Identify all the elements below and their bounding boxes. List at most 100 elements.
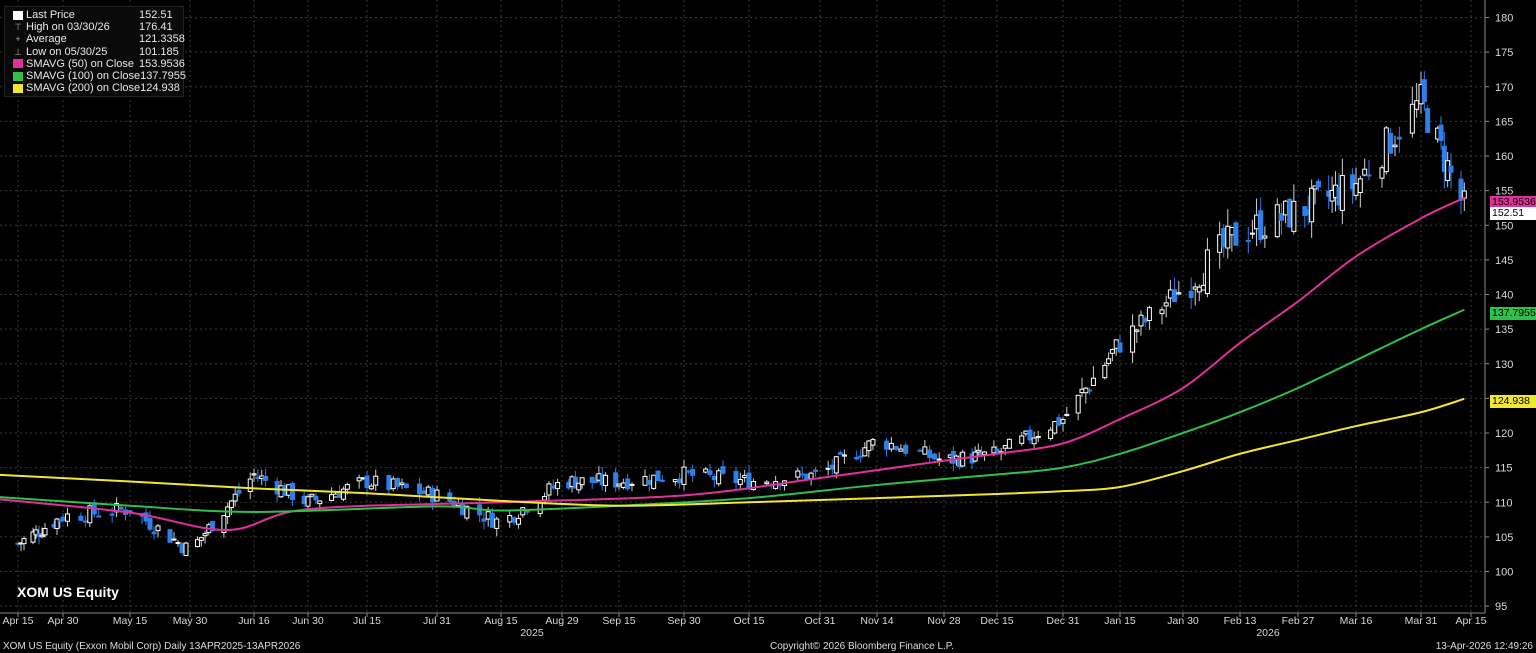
candle-up bbox=[1146, 307, 1152, 321]
candle-down bbox=[677, 478, 683, 484]
candle-up bbox=[464, 505, 470, 519]
legend-value: 137.7955 bbox=[140, 69, 187, 82]
candle-down bbox=[994, 448, 1000, 453]
candle-up bbox=[183, 542, 189, 556]
x-tick-label: Jan 30 bbox=[1167, 615, 1199, 627]
candle-down bbox=[711, 476, 717, 481]
x-tick-label: May 30 bbox=[173, 615, 208, 627]
x-tick-label: Apr 30 bbox=[48, 615, 79, 627]
candle-down bbox=[143, 512, 149, 522]
candle-up bbox=[485, 511, 491, 520]
candle-down bbox=[1366, 174, 1372, 177]
x-tick-label: May 15 bbox=[113, 615, 148, 627]
candle-up bbox=[866, 440, 872, 452]
legend-swatch bbox=[13, 10, 23, 20]
candle-up bbox=[305, 496, 311, 507]
candle-up bbox=[870, 439, 876, 446]
legend-swatch bbox=[13, 71, 23, 81]
candle-down bbox=[572, 476, 578, 489]
candle-up bbox=[795, 470, 801, 478]
candle-up bbox=[1176, 292, 1182, 295]
y-tick-label: 105 bbox=[1495, 532, 1513, 544]
candle-down bbox=[1350, 174, 1356, 190]
x-tick-label: Feb 13 bbox=[1224, 615, 1257, 627]
candle-up bbox=[737, 479, 743, 485]
candle-up bbox=[1002, 445, 1008, 449]
candle-up bbox=[390, 478, 396, 490]
candle-down bbox=[1278, 213, 1284, 221]
candle-down bbox=[386, 475, 392, 491]
candle-up bbox=[1392, 144, 1398, 148]
candle-up bbox=[309, 493, 315, 497]
x-tick-label: Jun 16 bbox=[238, 615, 270, 627]
candle-up bbox=[340, 488, 346, 500]
x-tick-label: Jul 31 bbox=[423, 615, 451, 627]
candle-up bbox=[546, 483, 552, 496]
candle-down bbox=[720, 466, 726, 474]
candle-up bbox=[1138, 314, 1144, 327]
candle-down bbox=[893, 446, 899, 450]
candle-up bbox=[39, 534, 45, 538]
candle-up bbox=[1200, 284, 1206, 291]
legend-item: ⊤ High on 03/30/26 176.41 bbox=[5, 21, 183, 33]
last-price-tag: 152.51 bbox=[1490, 207, 1536, 220]
chart-legend: Last Price 152.51 ⊤ High on 03/30/26 176.41 +… bbox=[4, 6, 187, 98]
candlesticks bbox=[15, 71, 1467, 556]
candle-up bbox=[537, 502, 543, 515]
candle-down bbox=[179, 543, 185, 553]
candle-down bbox=[659, 479, 665, 482]
candle-up bbox=[251, 473, 257, 476]
legend-item: SMAVG (50) on Close 153.9536 bbox=[5, 57, 185, 70]
candle-down bbox=[147, 518, 153, 530]
footer-timestamp: 13-Apr-2026 12:49:26 bbox=[1435, 641, 1533, 652]
candle-down bbox=[1448, 165, 1454, 173]
candle-down bbox=[854, 456, 860, 460]
candle-up bbox=[1383, 127, 1389, 173]
candle-down bbox=[1388, 132, 1394, 154]
y-tick-label: 165 bbox=[1495, 116, 1513, 128]
candle-up bbox=[862, 447, 868, 457]
candle-down bbox=[78, 515, 84, 521]
x-axis: Apr 15 Apr 30 May 15 May 30 Jun 16 Jun 30 Jul … bbox=[3, 613, 1487, 639]
candle-up bbox=[1031, 437, 1037, 445]
x-tick-label: Apr 15 bbox=[3, 615, 34, 627]
candle-down bbox=[82, 520, 88, 523]
candle-up bbox=[603, 474, 609, 486]
candle-up bbox=[742, 474, 748, 478]
sma-line-0 bbox=[0, 196, 1465, 531]
candle-up bbox=[1052, 420, 1058, 434]
candle-down bbox=[1438, 124, 1444, 141]
candle-up bbox=[620, 482, 626, 488]
candle-up bbox=[434, 489, 440, 502]
candle-down bbox=[417, 483, 422, 495]
candle-down bbox=[884, 440, 890, 450]
candle-up bbox=[171, 538, 177, 541]
candle-down bbox=[167, 529, 173, 543]
candle-down bbox=[290, 482, 296, 501]
sma200-price-tag: 124.938 bbox=[1490, 395, 1536, 408]
candle-up bbox=[629, 483, 635, 486]
legend-item: ⊥ Low on 05/30/25 101.185 bbox=[5, 46, 183, 58]
candle-up bbox=[494, 518, 500, 529]
candle-down bbox=[511, 517, 517, 523]
candle-down bbox=[460, 502, 466, 516]
legend-value: 152.51 bbox=[139, 9, 173, 21]
candle-up bbox=[1163, 302, 1169, 307]
candle-up bbox=[202, 533, 208, 537]
candle-down bbox=[917, 449, 923, 452]
candle-up bbox=[1312, 185, 1318, 190]
candle-down bbox=[1188, 290, 1194, 298]
candle-up bbox=[1357, 178, 1363, 194]
candle-down bbox=[813, 469, 819, 472]
candle-up bbox=[356, 477, 362, 482]
candle-down bbox=[690, 468, 696, 476]
candle-up bbox=[42, 528, 48, 536]
candle-up bbox=[1167, 289, 1173, 299]
legend-value: 153.9536 bbox=[139, 57, 185, 70]
candle-down bbox=[655, 470, 661, 482]
y-tick-label: 155 bbox=[1495, 186, 1513, 198]
candle-down bbox=[589, 476, 595, 483]
candle-up bbox=[1229, 226, 1235, 236]
candle-down bbox=[151, 531, 157, 535]
x-tick-label: Oct 15 bbox=[734, 615, 765, 627]
